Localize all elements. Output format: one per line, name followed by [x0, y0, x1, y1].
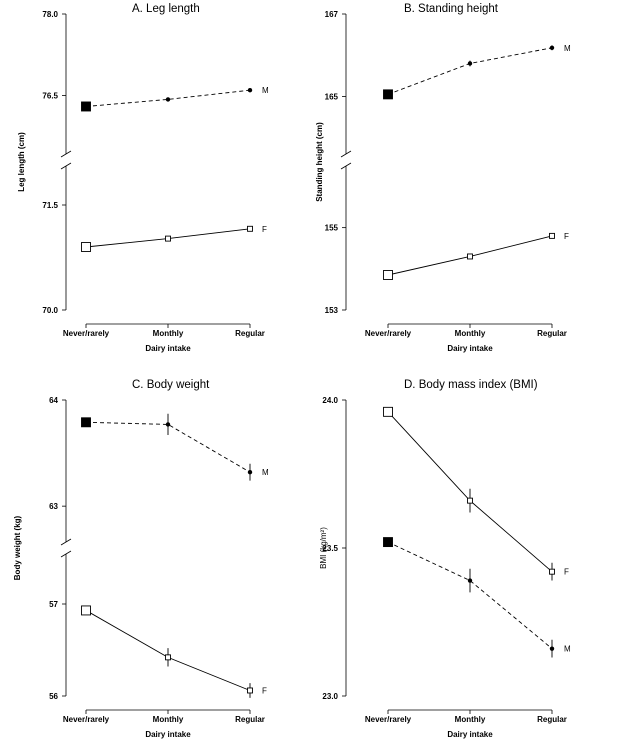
y-axis-label: Standing height (cm) [315, 122, 324, 202]
y-tick-label: 155 [325, 224, 339, 233]
x-tick-label: Monthly [153, 715, 184, 724]
series-line [387, 47, 553, 95]
x-tick-label: Regular [537, 715, 567, 724]
data-point [247, 87, 253, 93]
panel-title: B. Standing height [404, 3, 499, 15]
series-m: M [81, 86, 269, 112]
y-tick-label: 23.5 [322, 544, 338, 553]
y-axis-label: Body weight (kg) [13, 515, 22, 580]
axis-break-mark [60, 162, 72, 170]
data-point [165, 235, 171, 242]
series-f: F [383, 406, 569, 581]
y-tick-label: 57 [49, 600, 58, 609]
x-tick-label: Never/rarely [365, 329, 412, 338]
axis-break-mark [60, 538, 72, 546]
panel-b: B. Standing height Never/rarely Monthly Reg… [315, 3, 571, 353]
data-point [549, 232, 555, 239]
x-tick-label: Never/rarely [63, 329, 110, 338]
data-point [467, 578, 473, 583]
panel-d: D. Body mass index (BMI) Never/rarely Mont… [319, 379, 571, 739]
x-tick-label: Monthly [455, 715, 486, 724]
series-f: F [81, 225, 267, 252]
series-label: M [564, 645, 571, 654]
y-tick-label: 76.5 [42, 92, 58, 101]
axis-break-mark [340, 162, 352, 170]
series-label: F [564, 568, 569, 577]
data-point [165, 654, 171, 661]
x-tick-label: Regular [537, 329, 567, 338]
axis-break-mark [60, 150, 72, 158]
x-tick-label: Never/rarely [365, 715, 412, 724]
data-point [549, 45, 555, 50]
panel-c: C. Body weight Never/rarely Monthly Regular… [13, 379, 269, 739]
y-tick-label: 153 [325, 306, 339, 315]
series-label: M [564, 44, 571, 53]
y-tick-label: 167 [325, 10, 339, 19]
y-tick-label: 56 [49, 692, 58, 701]
x-tick-label: Regular [235, 715, 265, 724]
panel-title: A. Leg length [132, 3, 200, 15]
data-point [81, 605, 91, 616]
series-m: M [81, 413, 269, 481]
data-point [383, 537, 393, 548]
series-m: M [383, 44, 571, 100]
data-point [549, 568, 555, 575]
data-point [165, 97, 171, 102]
x-axis-label: Dairy intake [145, 730, 191, 739]
x-tick-label: Regular [235, 329, 265, 338]
series-label: F [564, 232, 569, 241]
x-tick-label: Never/rarely [63, 715, 110, 724]
data-point [165, 422, 171, 427]
series-f: F [383, 232, 569, 280]
data-point [247, 225, 253, 232]
series-line [387, 541, 553, 649]
data-point [81, 417, 91, 428]
y-tick-label: 23.0 [322, 692, 338, 701]
data-point [383, 89, 393, 100]
series-label: M [262, 86, 269, 95]
panel-title: D. Body mass index (BMI) [404, 379, 538, 391]
data-point [467, 497, 473, 504]
y-tick-label: 165 [325, 92, 339, 101]
y-tick-label: 70.0 [42, 306, 58, 315]
data-point [467, 253, 473, 260]
x-tick-label: Monthly [455, 329, 486, 338]
x-axis-label: Dairy intake [447, 344, 493, 353]
y-tick-label: 24.0 [322, 396, 338, 405]
x-axis-label: Dairy intake [447, 730, 493, 739]
y-tick-label: 64 [49, 396, 58, 405]
axis-break-mark [340, 150, 352, 158]
y-axis-label: BMI (kg/m²) [319, 527, 328, 569]
data-point [467, 61, 473, 66]
data-point [247, 687, 253, 694]
series-m: M [383, 537, 571, 658]
data-point [247, 469, 253, 475]
data-point [383, 406, 393, 417]
series-label: F [262, 225, 267, 234]
y-tick-label: 71.5 [42, 201, 58, 210]
panel-title: C. Body weight [132, 379, 210, 391]
series-label: M [262, 468, 269, 477]
x-tick-label: Monthly [153, 329, 184, 338]
data-point [81, 242, 91, 252]
data-point [549, 646, 555, 651]
y-tick-label: 78.0 [42, 10, 58, 19]
series-f: F [81, 605, 267, 698]
y-tick-label: 63 [49, 502, 58, 511]
x-axis-label: Dairy intake [145, 344, 191, 353]
axis-break-mark [60, 550, 72, 558]
series-label: F [262, 686, 267, 695]
data-point [383, 270, 393, 280]
y-axis-label: Leg length (cm) [17, 132, 26, 192]
data-point [81, 101, 91, 112]
panel-a: A. Leg length Never/rarely Monthly Regular D… [17, 3, 269, 353]
